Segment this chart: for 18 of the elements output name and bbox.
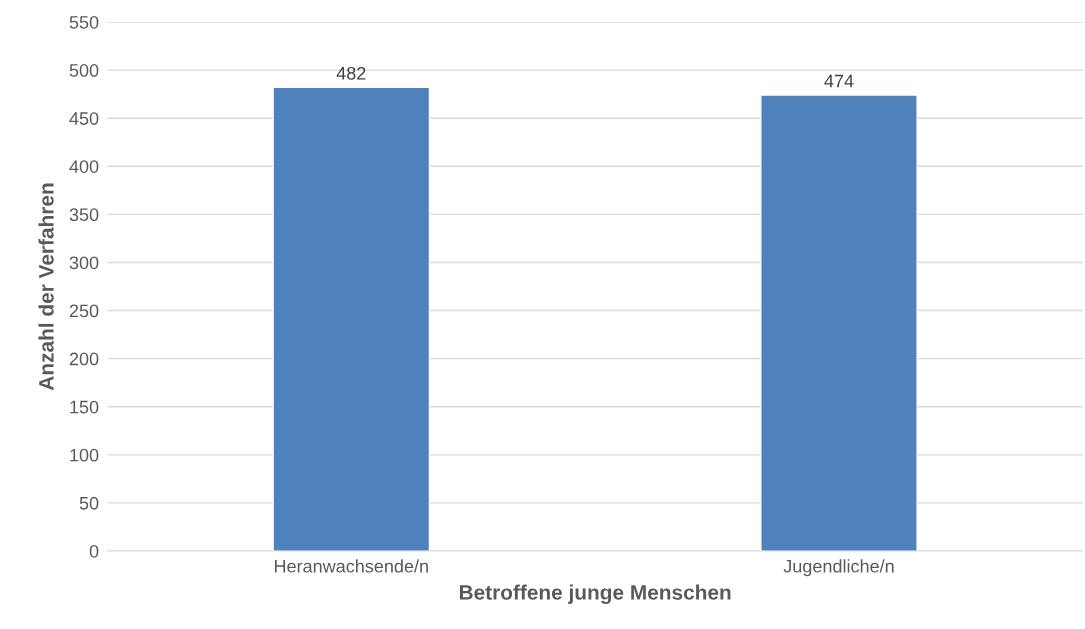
- y-tick-label: 0: [89, 544, 99, 558]
- y-tick-label: 50: [79, 496, 99, 510]
- data-label: 474: [824, 74, 854, 88]
- data-label: 482: [336, 66, 366, 80]
- x-axis-title: Betroffene junge Menschen: [459, 584, 731, 605]
- y-tick-label: 550: [69, 15, 99, 29]
- y-tick-label: 100: [70, 448, 99, 462]
- y-tick-label: 300: [69, 256, 99, 270]
- y-axis-title: Anzahl der Verfahren: [38, 183, 54, 391]
- y-tick-label: 500: [69, 64, 99, 77]
- y-tick-label: 400: [69, 160, 99, 173]
- x-tick-label: Heranwachsende/n: [274, 559, 428, 573]
- y-tick-label: 350: [69, 208, 99, 222]
- y-tick-label: 150: [70, 400, 99, 414]
- y-tick-label: 200: [69, 352, 99, 366]
- y-tick-label: 450: [69, 112, 99, 125]
- y-tick-label: 250: [69, 304, 99, 318]
- x-tick-label: Jugendliche/n: [783, 559, 894, 577]
